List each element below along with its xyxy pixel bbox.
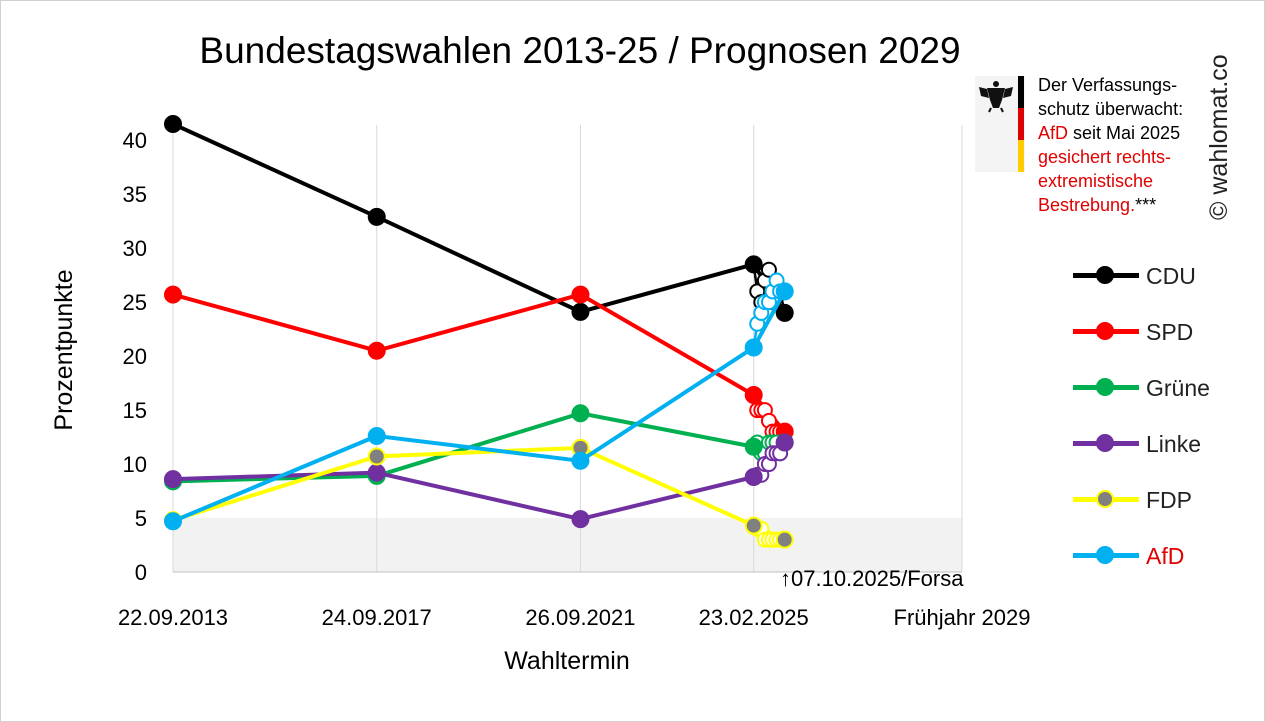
y-tick-label: 20	[123, 344, 147, 369]
y-tick-label: 5	[135, 506, 147, 531]
notice-afd: AfD	[1038, 123, 1069, 143]
series-line	[172, 292, 755, 397]
legend-label: SPD	[1146, 319, 1194, 345]
notice-line: Bestrebung.***	[1038, 193, 1228, 217]
data-point	[164, 512, 182, 531]
legend-item: SPD	[1070, 311, 1250, 351]
legend-marker	[1096, 322, 1114, 340]
data-point	[744, 338, 763, 357]
legend-item: FDP	[1070, 479, 1250, 519]
notice-red: Bestrebung.	[1038, 195, 1136, 215]
series-line	[172, 345, 755, 524]
data-point	[164, 285, 182, 304]
notice-line: AfD seit Mai 2025	[1038, 121, 1228, 145]
legend-marker	[1096, 490, 1114, 508]
data-point	[744, 516, 763, 535]
notice-line: gesichert rechts-	[1038, 147, 1172, 167]
data-point	[367, 463, 386, 482]
legend-marker	[1096, 434, 1114, 452]
chart-title: Bundestagswahlen 2013-25 / Prognosen 202…	[199, 30, 961, 71]
trend-line	[751, 290, 787, 349]
series-line	[172, 445, 755, 528]
y-axis-label: Prozentpunkte	[50, 269, 78, 430]
data-point	[164, 115, 182, 133]
latest-poll-point	[775, 530, 794, 549]
notice-line-rest: seit Mai 2025	[1068, 123, 1181, 143]
latest-poll-point	[775, 303, 794, 322]
verfassungsschutz-notice: Der Verfassungs- schutz überwacht: AfD s…	[1038, 73, 1228, 217]
data-point	[744, 468, 763, 487]
x-tick-label: 23.02.2025	[699, 605, 809, 630]
y-tick-label: 15	[123, 398, 147, 423]
legend-marker	[1096, 266, 1114, 284]
notice-line: schutz überwacht:	[1038, 99, 1184, 119]
legend-item: Grüne	[1070, 367, 1250, 407]
y-tick-label: 0	[135, 560, 147, 585]
legend-marker	[1096, 378, 1114, 396]
legend-label: AfD	[1146, 543, 1185, 569]
latest-poll-point	[775, 282, 794, 301]
y-tick-label: 40	[123, 128, 147, 153]
series-line	[172, 470, 755, 522]
notice-footnote: ***	[1135, 195, 1157, 215]
data-point	[571, 451, 590, 470]
data-point	[744, 385, 763, 404]
legend-label: FDP	[1146, 487, 1192, 513]
data-point	[571, 285, 590, 304]
legend-label: CDU	[1146, 263, 1196, 289]
x-tick-label: Frühjahr 2029	[894, 605, 1031, 630]
german-flag-stripe	[1018, 76, 1024, 172]
data-point	[164, 470, 182, 489]
notice-line: Der Verfassungs-	[1038, 75, 1178, 95]
federal-eagle-icon	[975, 76, 1025, 172]
data-point	[367, 207, 386, 226]
legend-item: CDU	[1070, 255, 1250, 295]
x-tick-label: 24.09.2017	[322, 605, 432, 630]
data-point	[571, 302, 590, 321]
x-tick-label: 26.09.2021	[525, 605, 635, 630]
latest-poll-point	[775, 433, 794, 452]
threshold-band	[173, 518, 962, 572]
data-point	[367, 341, 386, 360]
series-line	[172, 122, 755, 314]
data-point	[571, 510, 590, 529]
legend-item: AfD	[1070, 535, 1250, 575]
poll-point	[760, 261, 777, 278]
y-tick-label: 25	[123, 290, 147, 315]
legend-label: Linke	[1146, 431, 1201, 457]
notice-line: extremistische	[1038, 171, 1154, 191]
watermark-text: © wahlomat.co	[1205, 54, 1233, 220]
legend-marker	[1096, 546, 1114, 564]
copyright-watermark: © wahlomat.co	[1205, 54, 1233, 230]
data-point	[367, 447, 386, 466]
legend-item: Linke	[1070, 423, 1250, 463]
x-tick-label: 22.09.2013	[118, 605, 228, 630]
data-point	[367, 426, 386, 445]
legend-label: Grüne	[1146, 375, 1210, 401]
data-point	[744, 437, 763, 456]
x-axis-label: Wahltermin	[504, 647, 630, 675]
data-point	[744, 255, 763, 274]
y-tick-label: 30	[123, 236, 147, 261]
y-tick-label: 35	[123, 182, 147, 207]
y-tick-label: 10	[123, 452, 147, 477]
forsa-annotation: ↑07.10.2025/Forsa	[780, 566, 964, 591]
data-point	[571, 404, 590, 423]
